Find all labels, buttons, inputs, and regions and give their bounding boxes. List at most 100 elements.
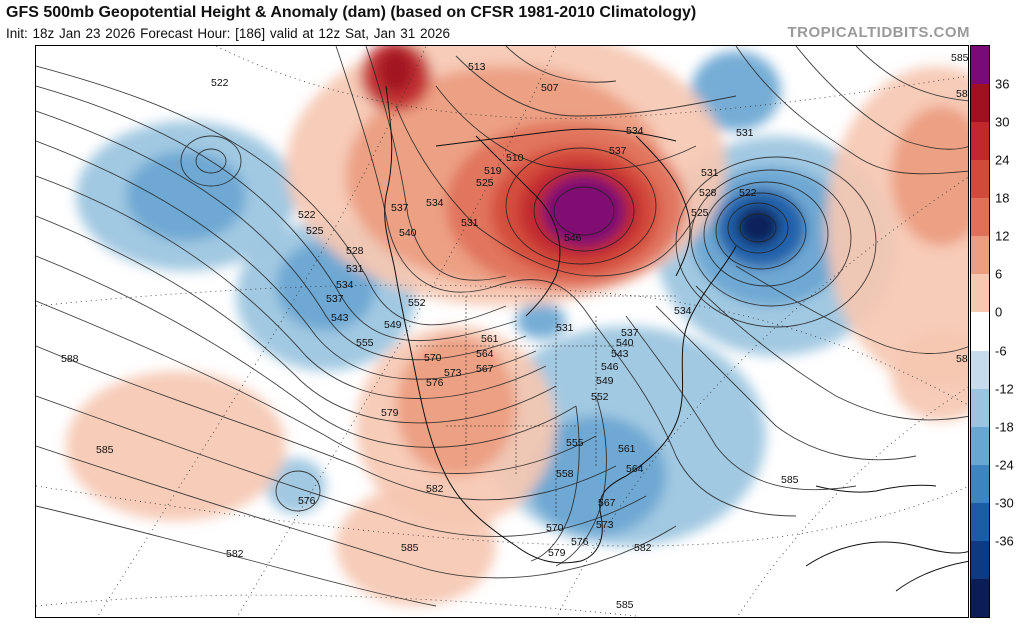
colorbar-segment [971, 46, 989, 85]
colorbar-segment [971, 84, 989, 123]
contour-label: 576 [571, 536, 589, 548]
contour-label: 507 [541, 82, 559, 94]
colorbar-segment [971, 160, 989, 199]
contour-label: 549 [596, 375, 614, 387]
contour-label: 543 [611, 348, 629, 360]
colorbar-segment [971, 350, 989, 390]
colorbar-segment [971, 274, 989, 313]
contour-label: 528 [699, 187, 717, 199]
colorbar-segment [971, 312, 989, 352]
contour-label: 519 [484, 165, 502, 177]
contour-label: 579 [548, 547, 566, 559]
contour-label: 531 [461, 217, 479, 229]
anomaly-region [691, 51, 781, 131]
colorbar-tick-label: 30 [995, 114, 1010, 130]
colorbar-tick-label: 12 [995, 228, 1010, 244]
contour-label: 564 [626, 463, 644, 475]
colorbar-tick-label: -18 [995, 419, 1014, 435]
colorbar-segment [971, 236, 989, 275]
colorbar-tick-label: -36 [995, 533, 1014, 549]
contour-label: 525 [691, 207, 709, 219]
anomaly-region [736, 206, 780, 246]
contour-label: 564 [476, 348, 494, 360]
political-borders [406, 295, 676, 516]
contour-label: 588 [956, 88, 969, 100]
contour-label: 534 [336, 279, 354, 291]
colorbar-segment [971, 464, 989, 504]
colorbar-tick-label: -12 [995, 381, 1014, 397]
contour-label: 522 [739, 187, 757, 199]
contour-label: 531 [346, 263, 364, 275]
contour-label: 531 [556, 322, 574, 334]
colorbar-segment [971, 540, 989, 580]
contour-label: 546 [601, 361, 619, 373]
anomaly-shading [66, 46, 968, 606]
colorbar-segment [971, 122, 989, 161]
anomaly-region [396, 336, 516, 476]
colorbar-tick-label: 0 [995, 304, 1003, 320]
colorbar-segment [971, 578, 989, 618]
contour-label: 567 [598, 497, 616, 509]
colorbar-tick-label: -30 [995, 495, 1014, 511]
contour-label: 534 [426, 197, 444, 209]
contour-label: 537 [391, 202, 409, 214]
map-canvas: 5225135075105195255345375315315285255225… [36, 46, 969, 617]
brand-watermark: TROPICALTIDBITS.COM [787, 24, 970, 41]
contour-label: 540 [399, 227, 417, 239]
contour-label: 585 [781, 474, 799, 486]
anomaly-region [891, 331, 968, 421]
coastlines [384, 85, 968, 592]
contour-label: 555 [356, 337, 374, 349]
contour-label: 585 [616, 599, 634, 611]
contour-label: 546 [564, 232, 582, 244]
contour-label: 537 [621, 327, 639, 339]
map-area: 522 513 507 510 519 525 534 537 531 531 528 525 522 5… [35, 45, 969, 618]
lat-lon-grid [36, 46, 968, 617]
contour-label: 576 [426, 377, 444, 389]
contour-label: 576 [298, 495, 316, 507]
colorbar-tick-label: 36 [995, 76, 1010, 92]
contour-label: 540 [616, 337, 634, 349]
contour-label: 522 [211, 77, 229, 89]
colorbar-segment [971, 426, 989, 466]
map-subtitle: Init: 18z Jan 23 2026 Forecast Hour: [18… [6, 26, 451, 41]
contour-labels: 5225135075105195255345375315315285255225… [61, 52, 969, 611]
contour-label: 573 [444, 367, 462, 379]
height-contours [36, 46, 968, 607]
contour-label: 585 [401, 542, 419, 554]
contour-label: 567 [476, 363, 494, 375]
colorbar-tick-label: -24 [995, 457, 1014, 473]
contour-label: 582 [226, 548, 244, 560]
contour-label: 531 [701, 167, 719, 179]
anomaly-region [126, 151, 246, 241]
contour-label: 582 [426, 483, 444, 495]
anomaly-region [336, 486, 496, 606]
colorbar-tick-label: 18 [995, 190, 1010, 206]
contour-label: 582 [634, 542, 652, 554]
contour-label: 588 [61, 353, 79, 365]
contour-label: 585 [96, 444, 114, 456]
colorbar-segment [971, 388, 989, 428]
contour-label: 552 [408, 297, 426, 309]
anomaly-region [526, 416, 666, 536]
contour-label: 537 [609, 145, 627, 157]
contour-label: 525 [476, 177, 494, 189]
anomaly-region [542, 175, 626, 247]
anomaly-region [891, 106, 968, 246]
contour-label: 558 [556, 468, 574, 480]
contour-label: 528 [346, 245, 364, 257]
contour-label: 525 [306, 225, 324, 237]
contour-label: 513 [468, 61, 486, 73]
colorbar-tick-label: 24 [995, 152, 1010, 168]
colorbar-segment [971, 502, 989, 542]
anomaly-region [378, 49, 414, 93]
colorbar-tick-label: 6 [995, 266, 1003, 282]
contour-label: 543 [331, 312, 349, 324]
contour-label: 570 [546, 522, 564, 534]
colorbar-segment [971, 198, 989, 237]
contour-label: 561 [481, 333, 499, 345]
contour-label: 534 [626, 125, 644, 137]
contour-label: 510 [506, 152, 524, 164]
anomaly-region [516, 303, 566, 339]
contour-label: 579 [381, 407, 399, 419]
